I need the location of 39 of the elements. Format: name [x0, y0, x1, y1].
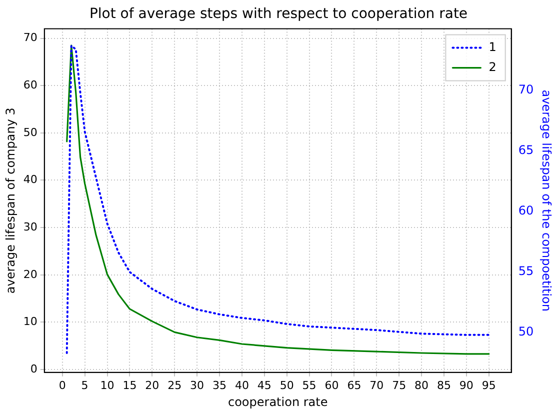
- y2-tick-label: 55: [518, 264, 534, 278]
- x-tick-label: 35: [212, 378, 226, 392]
- y-tick-label: 30: [23, 220, 38, 234]
- x-tick-label: 25: [168, 378, 182, 392]
- y-axis-title: average lifespan of company 3: [3, 108, 18, 294]
- x-tick-label: 75: [392, 378, 406, 392]
- x-tick-label: 40: [234, 378, 249, 392]
- y2-tick-label: 50: [518, 324, 534, 339]
- x-tick-label: 90: [459, 378, 474, 392]
- x-tick-label: 0: [58, 378, 66, 392]
- x-tick-label: 55: [302, 378, 316, 392]
- y2-tick-label: 70: [518, 82, 534, 97]
- y-tick-label: 70: [23, 31, 38, 44]
- x-tick-label: 70: [370, 378, 384, 392]
- x-axis-title: cooperation rate: [228, 394, 328, 409]
- y-tick-label: 60: [23, 78, 38, 92]
- x-tick-label: 15: [122, 378, 137, 392]
- x-tick-label: 65: [347, 378, 362, 392]
- y-tick-label: 20: [23, 268, 38, 281]
- y-tick-label: 50: [23, 126, 38, 139]
- x-tick-label: 5: [81, 378, 88, 392]
- y-tick-label: 0: [30, 362, 38, 376]
- x-tick-label: 30: [190, 378, 204, 392]
- y2-tick-label: 60: [518, 204, 534, 218]
- legend-label: 2: [488, 60, 496, 74]
- chart-title: Plot of average steps with respect to cooperation rate: [89, 6, 468, 22]
- y2-axis-title: average lifespan of the compoetition: [540, 90, 554, 312]
- y-tick-label: 10: [23, 315, 38, 328]
- x-tick-label: 50: [280, 378, 294, 392]
- x-tick-label: 45: [257, 378, 272, 392]
- x-tick-label: 20: [145, 378, 160, 392]
- x-tick-label: 80: [414, 378, 429, 392]
- x-tick-label: 95: [482, 378, 496, 392]
- x-tick-label: 60: [324, 378, 339, 392]
- y-tick-label: 40: [23, 173, 38, 186]
- x-tick-label: 85: [436, 378, 451, 392]
- y2-tick-label: 65: [518, 143, 534, 158]
- x-tick-label: 10: [100, 378, 114, 392]
- legend-label: 1: [488, 40, 496, 54]
